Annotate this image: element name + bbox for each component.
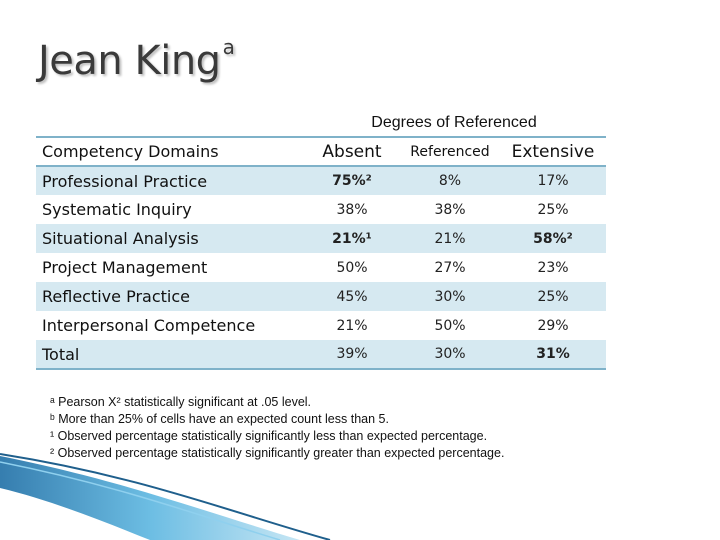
- table-row: Professional Practice 75%² 8% 17%: [36, 166, 606, 195]
- absent-cell: 21%¹: [304, 224, 400, 253]
- domain-cell: Interpersonal Competence: [42, 316, 256, 335]
- table-header-row: Competency Domains Absent Referenced Ext…: [36, 136, 606, 167]
- swoosh-line: [0, 461, 281, 540]
- decorative-swoosh: [0, 453, 331, 540]
- degrees-header: Degrees of Referenced: [371, 114, 537, 131]
- table-row: Project Management 50% 27% 23%: [36, 253, 606, 282]
- footnote: ᵃ Pearson X² statistically significant a…: [50, 395, 312, 409]
- column-header-domains: Competency Domains: [36, 136, 304, 167]
- referenced-cell: 27%: [434, 259, 466, 276]
- domain-cell: Professional Practice: [36, 166, 304, 195]
- column-header-referenced: Referenced: [400, 136, 500, 167]
- competency-table: Competency Domains Absent Referenced Ext…: [36, 136, 606, 370]
- referenced-cell: 30%: [400, 340, 500, 370]
- absent-cell: 45%: [304, 282, 400, 311]
- domain-cell: Systematic Inquiry: [42, 200, 192, 219]
- extensive-cell: 25%: [500, 282, 606, 311]
- table-row: Situational Analysis 21%¹ 21% 58%²: [36, 224, 606, 253]
- footnote: ² Observed percentage statistically sign…: [50, 446, 505, 460]
- referenced-cell: 38%: [434, 201, 466, 218]
- extensive-cell: 29%: [537, 317, 569, 334]
- referenced-cell: 30%: [400, 282, 500, 311]
- extensive-cell: 58%²: [500, 224, 606, 253]
- slide-title-text: Jean King: [38, 38, 221, 84]
- table-row: Interpersonal Competence 21% 50% 29%: [36, 311, 606, 340]
- footnote: ᵇ More than 25% of cells have an expecte…: [50, 412, 389, 426]
- column-header-absent: Absent: [304, 136, 400, 167]
- absent-cell: 39%: [304, 340, 400, 370]
- absent-cell: 50%: [336, 259, 368, 276]
- slide-title: Jean King a: [38, 34, 235, 84]
- footnotes: ᵃ Pearson X² statistically significant a…: [50, 394, 504, 462]
- table-row-total: Total 39% 30% 31%: [36, 340, 606, 370]
- table-row: Systematic Inquiry 38% 38% 25%: [36, 195, 606, 224]
- swoosh-line: [0, 453, 331, 540]
- footnote: ¹ Observed percentage statistically sign…: [50, 429, 488, 443]
- extensive-cell: 17%: [500, 166, 606, 195]
- domain-cell: Project Management: [42, 258, 208, 277]
- table-row: Reflective Practice 45% 30% 25%: [36, 282, 606, 311]
- extensive-cell: 25%: [537, 201, 569, 218]
- domain-cell: Total: [36, 340, 304, 370]
- extensive-cell: 23%: [537, 259, 569, 276]
- referenced-cell: 8%: [400, 166, 500, 195]
- domain-cell: Situational Analysis: [36, 224, 304, 253]
- absent-cell: 75%²: [304, 166, 400, 195]
- column-header-extensive: Extensive: [500, 136, 606, 167]
- swoosh-band: [0, 456, 300, 540]
- absent-cell: 21%: [336, 317, 368, 334]
- referenced-cell: 50%: [434, 317, 466, 334]
- referenced-cell: 21%: [400, 224, 500, 253]
- absent-cell: 38%: [336, 201, 368, 218]
- extensive-cell: 31%: [500, 340, 606, 370]
- title-superscript: a: [222, 34, 235, 59]
- domain-cell: Reflective Practice: [36, 282, 304, 311]
